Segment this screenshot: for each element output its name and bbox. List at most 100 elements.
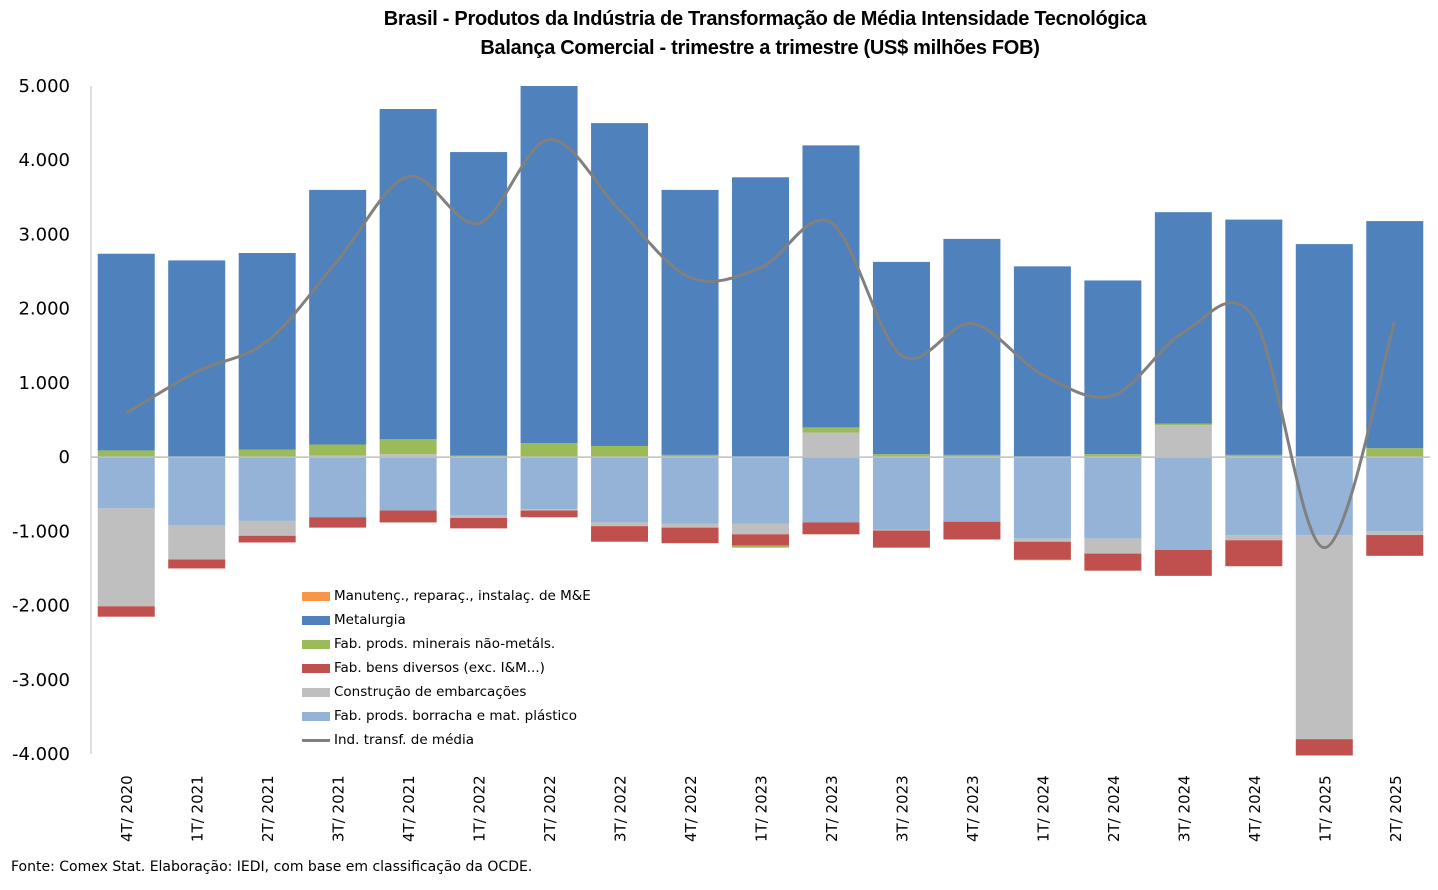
bar-segment xyxy=(238,253,296,450)
bar-segment xyxy=(1225,540,1283,567)
bar-segment xyxy=(872,454,930,458)
bar-segment xyxy=(661,457,719,524)
bar-segment xyxy=(379,510,437,523)
bar-segment xyxy=(97,450,155,458)
x-tick-label: 2T/ 2025 xyxy=(1387,775,1405,842)
legend-item: Fab. bens diversos (exc. I&M...) xyxy=(302,656,591,680)
bar-segment xyxy=(661,189,719,455)
bar-segment xyxy=(450,515,508,518)
bar-segment xyxy=(168,559,226,569)
bar-segment xyxy=(379,454,437,458)
source-note: Fonte: Comex Stat. Elaboração: IEDI, com… xyxy=(11,859,533,875)
y-tick-label: 2.000 xyxy=(18,299,70,320)
bar-segment xyxy=(450,517,508,529)
bar-segment xyxy=(1366,531,1424,536)
bar-segment xyxy=(661,527,719,544)
chart-subtitle: Balança Comercial - trimestre a trimestr… xyxy=(480,37,1040,59)
bar-segment xyxy=(732,545,789,548)
bar-segment xyxy=(168,457,226,526)
bar-segment xyxy=(168,260,226,458)
bar-segment xyxy=(238,520,296,536)
legend-color-swatch xyxy=(302,711,330,721)
bar-segment xyxy=(1154,549,1212,576)
x-tick-label: 4T/ 2021 xyxy=(400,775,418,842)
bar-segment xyxy=(520,510,578,518)
x-tick-label: 3T/ 2022 xyxy=(612,775,630,842)
legend-label: Fab. bens diversos (exc. I&M...) xyxy=(334,660,545,676)
legend-label: Fab. prods. minerais não-metáls. xyxy=(334,636,556,652)
bar-segment xyxy=(309,457,367,518)
bar-segment xyxy=(238,535,296,543)
legend-item: Fab. prods. borracha e mat. plástico xyxy=(302,704,591,728)
bar-segment xyxy=(238,449,296,458)
bar-segment xyxy=(661,523,719,528)
bar-segment xyxy=(1295,457,1353,536)
bar-segment xyxy=(97,253,155,451)
x-axis: 4T/ 2020 1T/ 2021 2T/ 2021 3T/ 2021 4T/ 2021… xyxy=(118,775,1405,842)
x-tick-label: 1T/ 2022 xyxy=(471,775,489,842)
bar-segment xyxy=(1154,425,1212,458)
bar-segment xyxy=(1013,559,1071,561)
bar-segment xyxy=(520,443,578,458)
y-tick-label: 1.000 xyxy=(18,373,70,394)
bar-segment xyxy=(1013,541,1071,560)
bars xyxy=(97,86,1424,756)
bar-segment xyxy=(379,457,437,511)
x-tick-label: 1T/ 2021 xyxy=(189,775,207,842)
bar-segment xyxy=(732,523,789,535)
bar-segment xyxy=(802,522,860,535)
bar-segment xyxy=(1295,739,1353,756)
bar-segment xyxy=(943,454,1001,458)
legend-item: Metalurgia xyxy=(302,608,591,632)
bar-segment xyxy=(1013,457,1071,539)
x-tick-label: 2T/ 2023 xyxy=(823,775,841,842)
x-tick-label: 4T/ 2022 xyxy=(682,775,700,842)
x-tick-label: 3T/ 2021 xyxy=(330,775,348,842)
bar-segment xyxy=(1366,457,1424,532)
bar-segment xyxy=(309,444,367,456)
bar-segment xyxy=(1084,457,1142,539)
bar-segment xyxy=(591,526,649,542)
y-tick-label: -3.000 xyxy=(12,670,70,691)
bar-segment xyxy=(520,509,578,511)
bar-segment xyxy=(872,457,930,530)
bar-segment xyxy=(732,457,789,524)
bar-segment xyxy=(1225,219,1283,455)
legend-label: Metalurgia xyxy=(334,612,406,628)
bar-segment xyxy=(520,457,578,510)
bar-segment xyxy=(802,457,860,523)
y-tick-label: 3.000 xyxy=(18,224,70,245)
y-tick-label: 0 xyxy=(59,447,70,468)
bar-segment xyxy=(97,508,155,607)
bar-segment xyxy=(1366,448,1424,458)
x-tick-label: 1T/ 2025 xyxy=(1316,775,1334,842)
x-tick-label: 2T/ 2024 xyxy=(1105,775,1123,842)
bar-segment xyxy=(943,521,1001,540)
legend-label: Fab. prods. borracha e mat. plástico xyxy=(334,708,577,724)
bar-segment xyxy=(1225,454,1283,458)
legend-label: Ind. transf. de média xyxy=(334,732,474,748)
legend-color-swatch xyxy=(302,591,330,601)
bar-segment xyxy=(943,238,1001,455)
bar-segment xyxy=(591,457,649,523)
bar-segment xyxy=(450,457,508,516)
bar-segment xyxy=(591,445,649,458)
x-tick-label: 4T/ 2024 xyxy=(1246,775,1264,842)
x-tick-label: 3T/ 2023 xyxy=(893,775,911,842)
bar-segment xyxy=(732,177,789,458)
chart-title: Brasil - Produtos da Indústria de Transf… xyxy=(383,8,1147,30)
bar-segment xyxy=(1366,535,1424,556)
bar-segment xyxy=(1225,457,1283,536)
y-tick-label: -1.000 xyxy=(12,521,70,542)
x-tick-label: 3T/ 2024 xyxy=(1175,775,1193,842)
bar-segment xyxy=(872,261,930,455)
bar-segment xyxy=(661,454,719,458)
legend: Manutenç., reparaç., instalaç. de M&E Met… xyxy=(302,584,591,752)
bar-segment xyxy=(1154,457,1212,550)
y-axis: 5.000 4.000 3.000 2.000 1.000 0 -1.000 -2.000 -3… xyxy=(12,76,92,765)
line-ind-transf-media xyxy=(125,137,1397,550)
bar-segment xyxy=(309,517,367,528)
bar-segment xyxy=(872,530,930,548)
bar-segment xyxy=(309,189,367,445)
bar-segment xyxy=(802,432,860,458)
